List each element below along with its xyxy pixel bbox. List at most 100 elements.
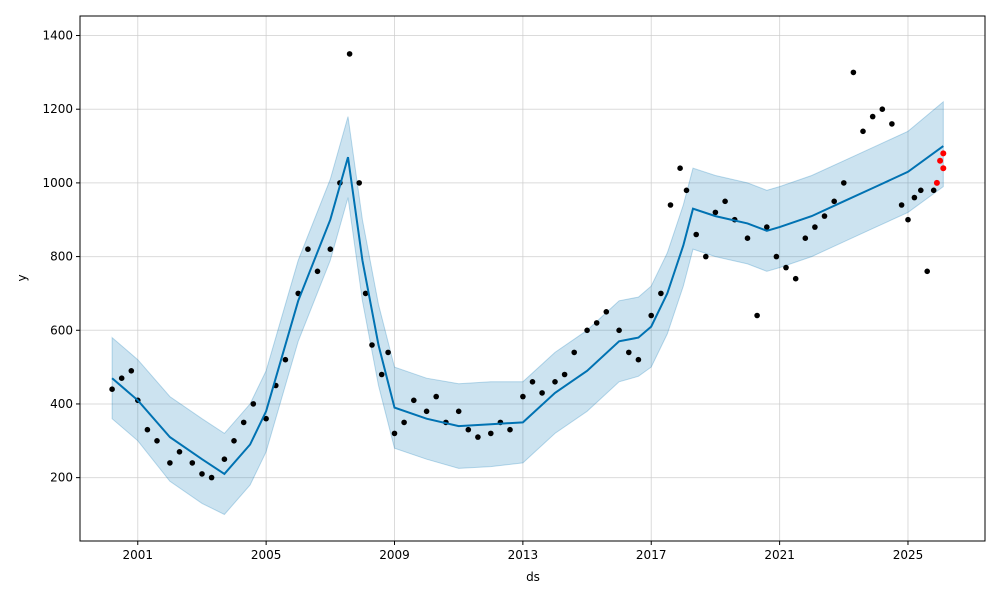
observed-point xyxy=(930,187,937,194)
observed-point xyxy=(369,342,375,348)
observed-point xyxy=(109,386,115,393)
observed-point xyxy=(118,375,125,382)
y-tick-label: 1000 xyxy=(42,176,73,190)
observed-point xyxy=(841,180,847,186)
observed-point xyxy=(423,408,430,415)
observed-point xyxy=(648,312,654,319)
observed-point xyxy=(693,231,699,238)
observed-point xyxy=(860,128,866,135)
observed-point xyxy=(250,401,257,407)
observed-point xyxy=(658,290,664,297)
x-tick-label: 2017 xyxy=(636,548,667,562)
observed-point xyxy=(821,213,828,219)
forecast-line xyxy=(111,145,944,476)
observed-point xyxy=(465,426,472,433)
observed-point xyxy=(889,121,895,127)
observed-point xyxy=(783,264,789,271)
observed-point xyxy=(593,320,600,326)
highlight-point xyxy=(940,150,947,157)
observed-point xyxy=(712,209,719,216)
observed-point xyxy=(584,327,590,334)
observed-point xyxy=(603,309,610,315)
observed-point xyxy=(263,415,269,422)
observed-point xyxy=(362,290,369,297)
observed-point xyxy=(221,456,228,463)
observed-point xyxy=(167,460,173,466)
observed-point xyxy=(703,253,709,260)
observed-point xyxy=(677,165,683,171)
observed-point xyxy=(144,426,151,433)
observed-point xyxy=(635,356,642,363)
observed-point xyxy=(898,202,905,208)
observed-point xyxy=(812,224,818,230)
observed-point xyxy=(667,202,674,208)
y-tick-label: 400 xyxy=(50,397,73,411)
observed-point xyxy=(520,393,526,400)
observed-point xyxy=(189,460,196,466)
observed-point xyxy=(552,379,558,385)
observed-point xyxy=(539,390,545,396)
y-tick-label: 800 xyxy=(50,250,73,264)
observed-point xyxy=(356,180,363,186)
observed-point xyxy=(792,275,799,282)
forecast-line-group xyxy=(111,145,944,476)
observed-point xyxy=(879,106,886,112)
observed-point xyxy=(918,187,924,194)
tick-labels: 2001 2005 2009 2013 2017 2021 2025 200 400 600 800… xyxy=(42,29,923,563)
y-tick-label: 1400 xyxy=(42,29,73,43)
observed-point xyxy=(411,397,417,404)
y-tick-label: 200 xyxy=(50,471,73,485)
highlight-point xyxy=(937,157,944,164)
observed-point xyxy=(850,69,857,76)
observed-point xyxy=(754,312,760,319)
observed-point xyxy=(154,438,160,444)
x-tick-label: 2021 xyxy=(764,548,795,562)
observed-point xyxy=(831,198,837,205)
observed-point xyxy=(744,235,751,241)
observed-point xyxy=(128,368,135,374)
y-axis-label: y xyxy=(15,274,29,281)
observed-point xyxy=(488,430,494,437)
observed-points xyxy=(109,51,947,481)
observed-point xyxy=(240,419,247,426)
observed-point xyxy=(305,246,311,252)
observed-point xyxy=(433,393,440,400)
observed-point xyxy=(199,471,205,477)
observed-point xyxy=(208,474,215,481)
uncertainty-band xyxy=(111,100,944,516)
highlight-point xyxy=(940,165,947,172)
x-axis-label: ds xyxy=(526,570,540,584)
observed-point xyxy=(401,419,407,426)
observed-point xyxy=(764,224,770,230)
observed-point xyxy=(231,438,237,444)
observed-point xyxy=(911,194,918,201)
plot-frame xyxy=(79,15,986,542)
observed-point xyxy=(869,113,876,120)
y-tick-label: 600 xyxy=(50,323,73,337)
observed-point xyxy=(314,268,321,275)
observed-point xyxy=(561,371,568,378)
observed-point xyxy=(683,187,690,194)
observed-point xyxy=(616,327,622,334)
y-tick-label: 1200 xyxy=(42,102,73,116)
x-tick-label: 2009 xyxy=(379,548,410,562)
axes xyxy=(76,15,986,545)
observed-point xyxy=(773,253,780,260)
observed-point xyxy=(802,235,809,241)
observed-point xyxy=(905,216,911,223)
observed-point xyxy=(327,246,334,252)
x-tick-label: 2013 xyxy=(508,548,539,562)
observed-point xyxy=(346,51,353,57)
observed-point xyxy=(475,434,481,440)
observed-point xyxy=(571,349,577,356)
observed-point xyxy=(529,379,536,385)
observed-point xyxy=(378,371,385,378)
observed-point xyxy=(722,198,728,205)
observed-point xyxy=(455,408,462,415)
observed-point xyxy=(385,349,391,356)
observed-point xyxy=(391,430,398,437)
x-tick-label: 2005 xyxy=(251,548,282,562)
observed-point xyxy=(924,268,930,275)
observed-point xyxy=(507,426,513,433)
